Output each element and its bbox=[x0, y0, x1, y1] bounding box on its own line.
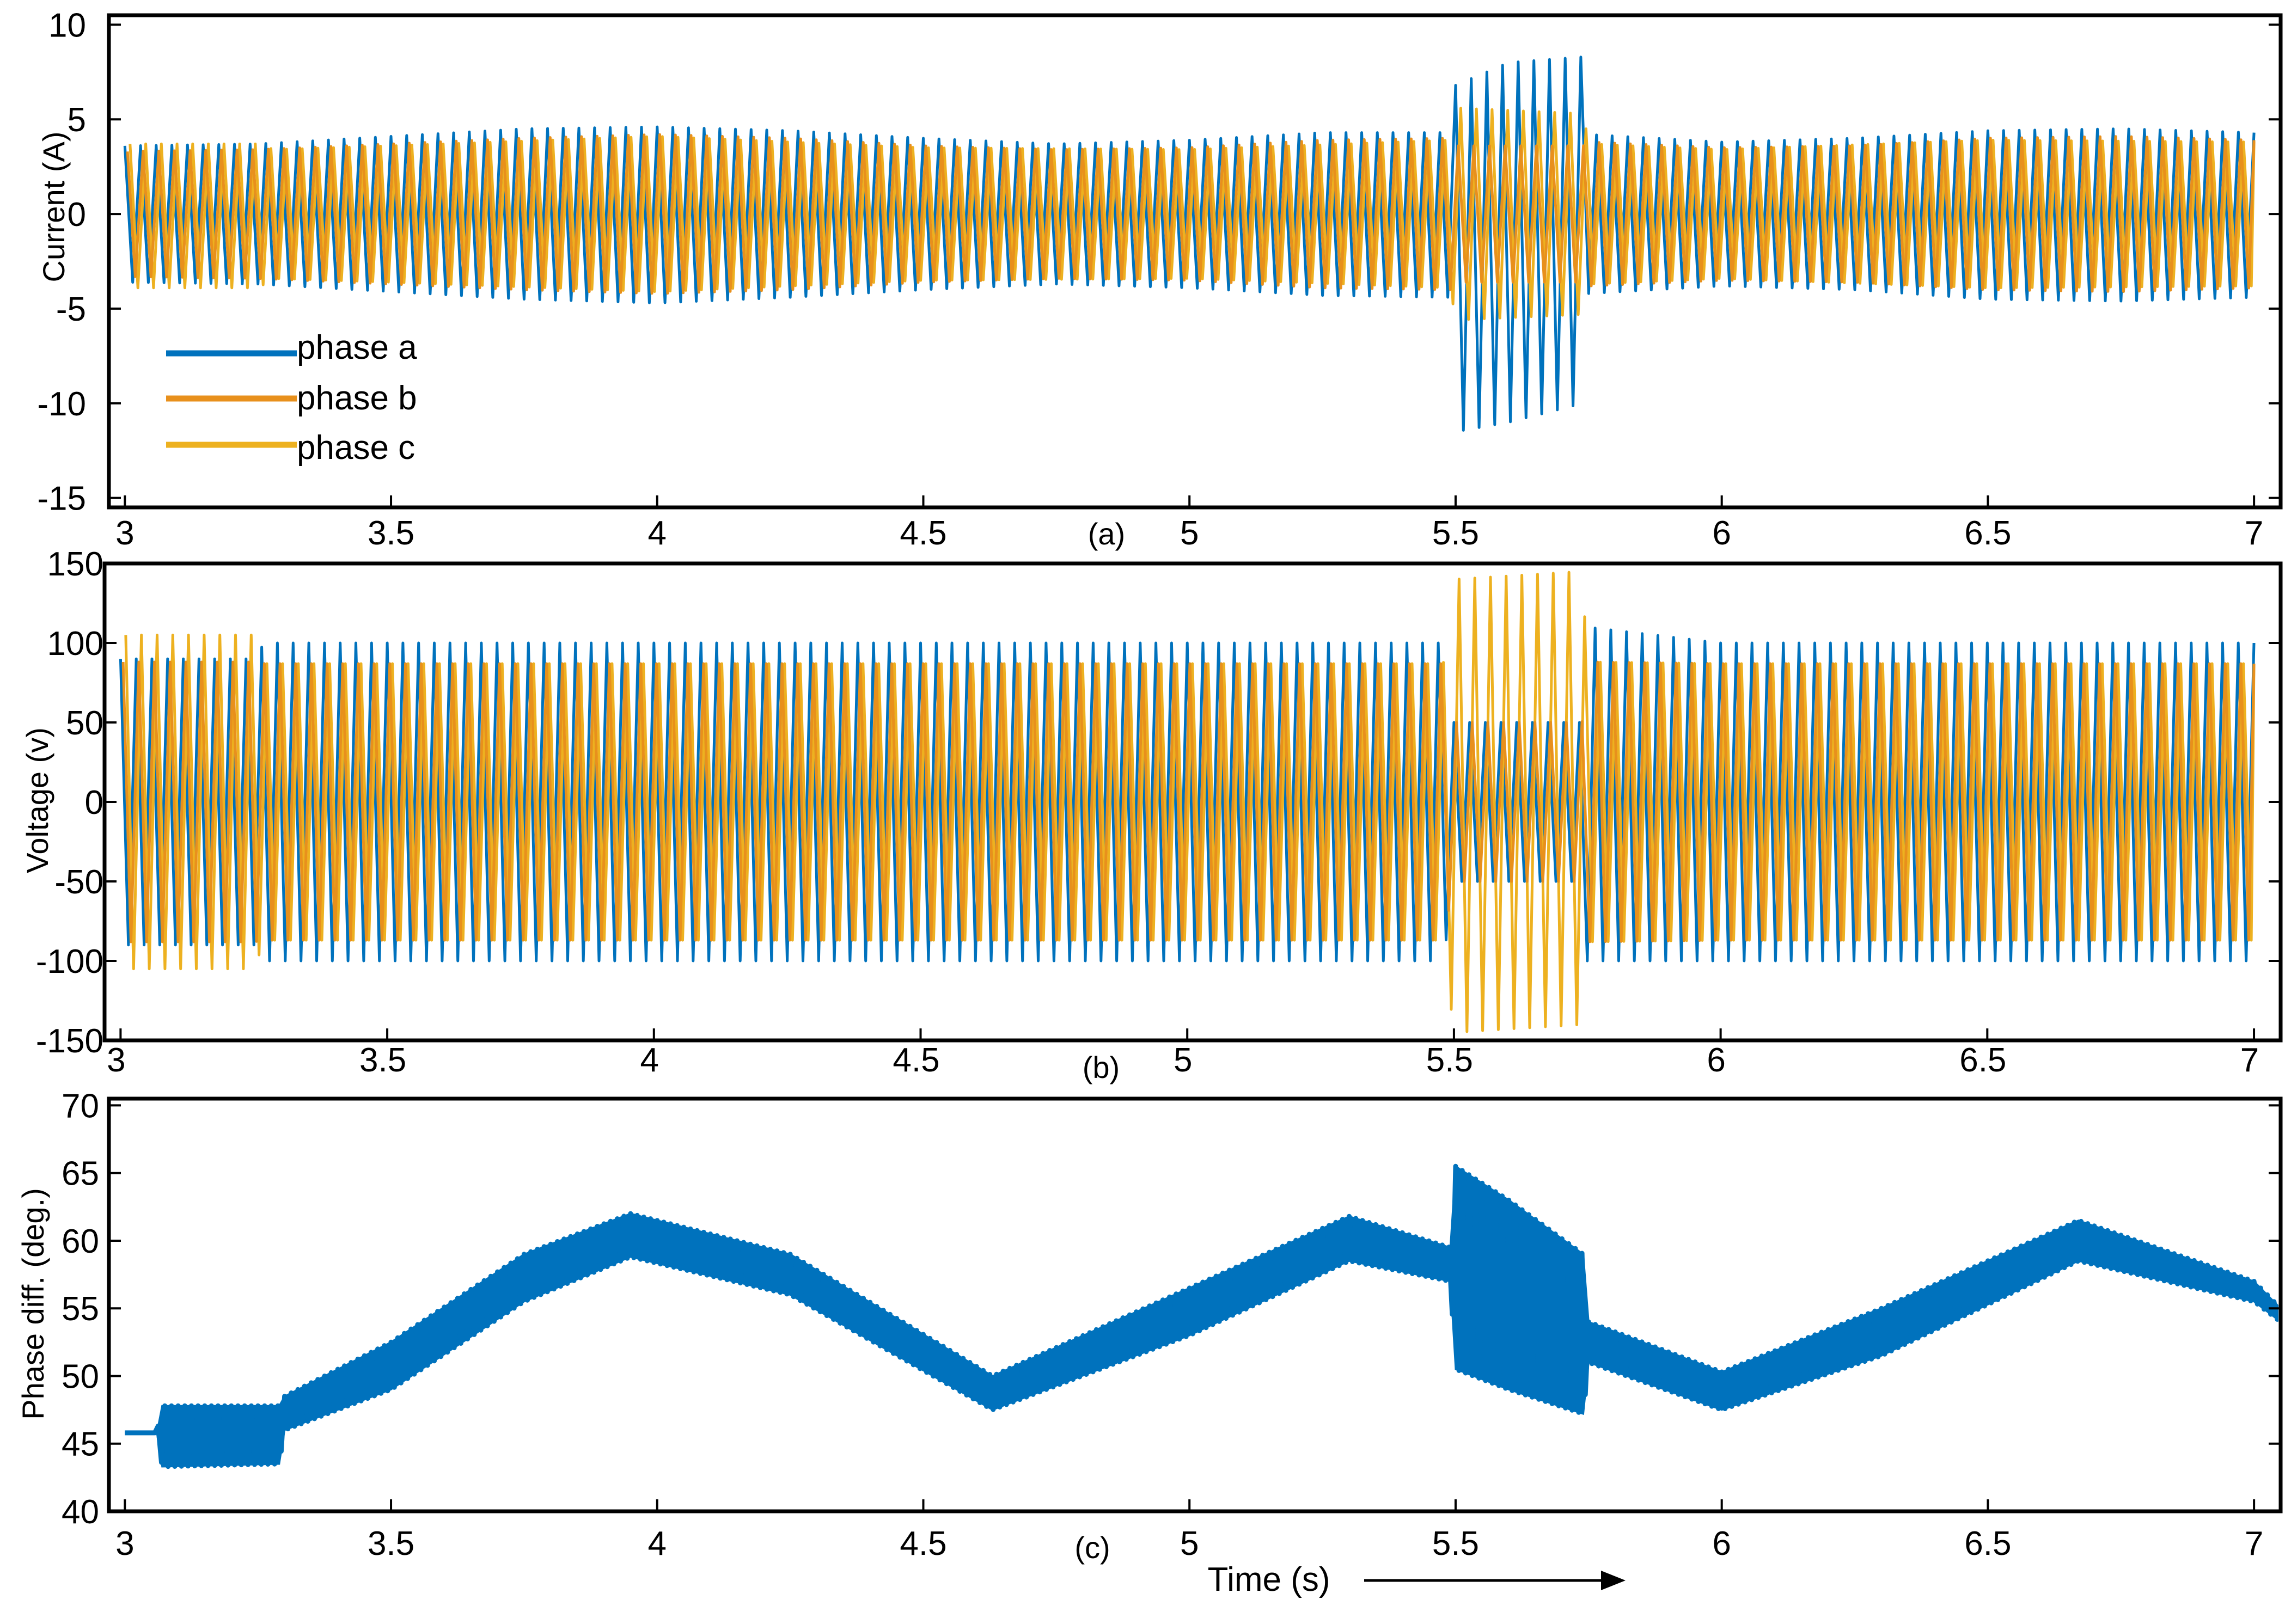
panel-b-xticks: 3 3.5 4 4.5 5 5.5 6 6.5 7 bbox=[107, 1028, 2259, 1079]
x-tick-label: 4.5 bbox=[900, 514, 946, 552]
y-tick-label: -50 bbox=[54, 863, 103, 901]
x-tick-label: 6.5 bbox=[1964, 1525, 2011, 1562]
x-tick-label: 6 bbox=[1712, 1525, 1731, 1562]
y-tick-label: -150 bbox=[36, 1022, 103, 1060]
x-axis-label: Time (s) bbox=[1208, 1561, 1330, 1598]
x-tick-label: 4.5 bbox=[893, 1041, 939, 1079]
x-tick-label: 5 bbox=[1174, 1041, 1192, 1079]
panel-b-yticks: 150 100 50 0 -50 -100 -150 bbox=[36, 546, 2281, 1060]
panel-a-ylabel: Current (A) bbox=[36, 132, 71, 283]
x-tick-label: 5 bbox=[1180, 1525, 1199, 1562]
time-arrow-head bbox=[1601, 1571, 1626, 1590]
x-tick-label: 4 bbox=[640, 1041, 659, 1079]
panel-b: 150 100 50 0 -50 -100 -150 3 3.5 4 4.5 5 5.5 6 6.5 7 V… bbox=[20, 546, 2283, 1084]
y-tick-label: -10 bbox=[37, 385, 86, 423]
x-tick-label: 4.5 bbox=[900, 1525, 946, 1562]
legend-label-phase-b: phase b bbox=[297, 379, 417, 417]
y-tick-label: -100 bbox=[36, 943, 103, 980]
y-tick-label: 70 bbox=[62, 1087, 99, 1125]
panel-a-yticks: 10 5 0 -5 -10 -15 bbox=[37, 7, 2281, 518]
x-tick-label: 7 bbox=[2240, 1041, 2259, 1079]
x-tick-label: 3 bbox=[115, 1525, 134, 1562]
y-tick-label: 0 bbox=[85, 784, 103, 822]
y-tick-label: 65 bbox=[62, 1155, 99, 1193]
x-tick-label: 6.5 bbox=[1959, 1041, 2006, 1079]
panel-c-series bbox=[125, 1163, 2278, 1469]
y-tick-label: 55 bbox=[62, 1290, 99, 1328]
phase-b-line bbox=[121, 660, 2256, 943]
panel-a: 10 5 0 -5 -10 -15 3 3.5 4 4.5 5 5.5 6 6.5 7 Current (… bbox=[36, 7, 2283, 552]
phase-b-line bbox=[126, 133, 2256, 295]
panel-a-xticks: 3 3.5 4 4.5 5 5.5 6 6.5 7 bbox=[115, 495, 2263, 552]
x-tick-label: 5 bbox=[1180, 514, 1199, 552]
panel-c-ylabel: Phase diff. (deg.) bbox=[16, 1188, 50, 1419]
x-tick-label: 5.5 bbox=[1432, 1525, 1479, 1562]
phase-c-line bbox=[129, 107, 2256, 321]
x-tick-label: 5.5 bbox=[1432, 514, 1479, 552]
panel-c: 70 65 60 55 50 45 40 3 3.5 4 4.5 5 5.5 6 6.5 7 Phase d… bbox=[16, 1087, 2283, 1565]
time-arrow bbox=[1364, 1571, 1626, 1590]
x-tick-label: 4 bbox=[648, 1525, 667, 1562]
legend: phase a phase b phase c bbox=[166, 329, 417, 467]
phase-difference-line bbox=[125, 1163, 2278, 1469]
x-tick-label: 3 bbox=[115, 514, 134, 552]
y-tick-label: 45 bbox=[62, 1426, 99, 1463]
x-tick-label: 3.5 bbox=[368, 514, 414, 552]
x-tick-label: 6 bbox=[1712, 514, 1731, 552]
panel-a-tag: (a) bbox=[1088, 517, 1125, 551]
y-tick-label: 0 bbox=[68, 196, 86, 234]
panel-a-frame bbox=[107, 13, 2283, 510]
legend-label-phase-c: phase c bbox=[297, 429, 415, 467]
x-tick-label: 3 bbox=[107, 1041, 125, 1079]
y-tick-label: -5 bbox=[56, 291, 86, 328]
y-tick-label: 5 bbox=[68, 101, 86, 139]
panel-c-yticks: 70 65 60 55 50 45 40 bbox=[62, 1087, 2281, 1531]
x-tick-label: 6.5 bbox=[1964, 514, 2011, 552]
panel-c-frame bbox=[107, 1096, 2283, 1513]
y-tick-label: 50 bbox=[66, 704, 103, 742]
y-tick-label: 50 bbox=[62, 1358, 99, 1395]
x-tick-label: 7 bbox=[2245, 1525, 2263, 1562]
panel-c-xticks: 3 3.5 4 4.5 5 5.5 6 6.5 7 bbox=[115, 1499, 2263, 1562]
x-tick-label: 4 bbox=[648, 514, 667, 552]
panel-b-ylabel: Voltage (v) bbox=[20, 727, 54, 873]
panel-b-series bbox=[119, 571, 2256, 1033]
panel-b-tag: (b) bbox=[1083, 1050, 1120, 1084]
x-tick-label: 6 bbox=[1707, 1041, 1725, 1079]
y-tick-label: -15 bbox=[37, 480, 86, 518]
x-tick-label: 7 bbox=[2245, 514, 2263, 552]
panel-a-series bbox=[123, 56, 2256, 432]
y-tick-label: 10 bbox=[48, 7, 86, 44]
y-tick-label: 60 bbox=[62, 1223, 99, 1260]
y-tick-label: 40 bbox=[62, 1493, 99, 1531]
panel-c-tag: (c) bbox=[1074, 1530, 1110, 1565]
x-tick-label: 3.5 bbox=[359, 1041, 406, 1079]
x-tick-label: 3.5 bbox=[368, 1525, 414, 1562]
phase-c-line bbox=[124, 571, 2256, 1033]
x-tick-label: 5.5 bbox=[1426, 1041, 1473, 1079]
y-tick-label: 150 bbox=[47, 546, 103, 583]
legend-label-phase-a: phase a bbox=[297, 329, 417, 366]
y-tick-label: 100 bbox=[47, 625, 103, 663]
